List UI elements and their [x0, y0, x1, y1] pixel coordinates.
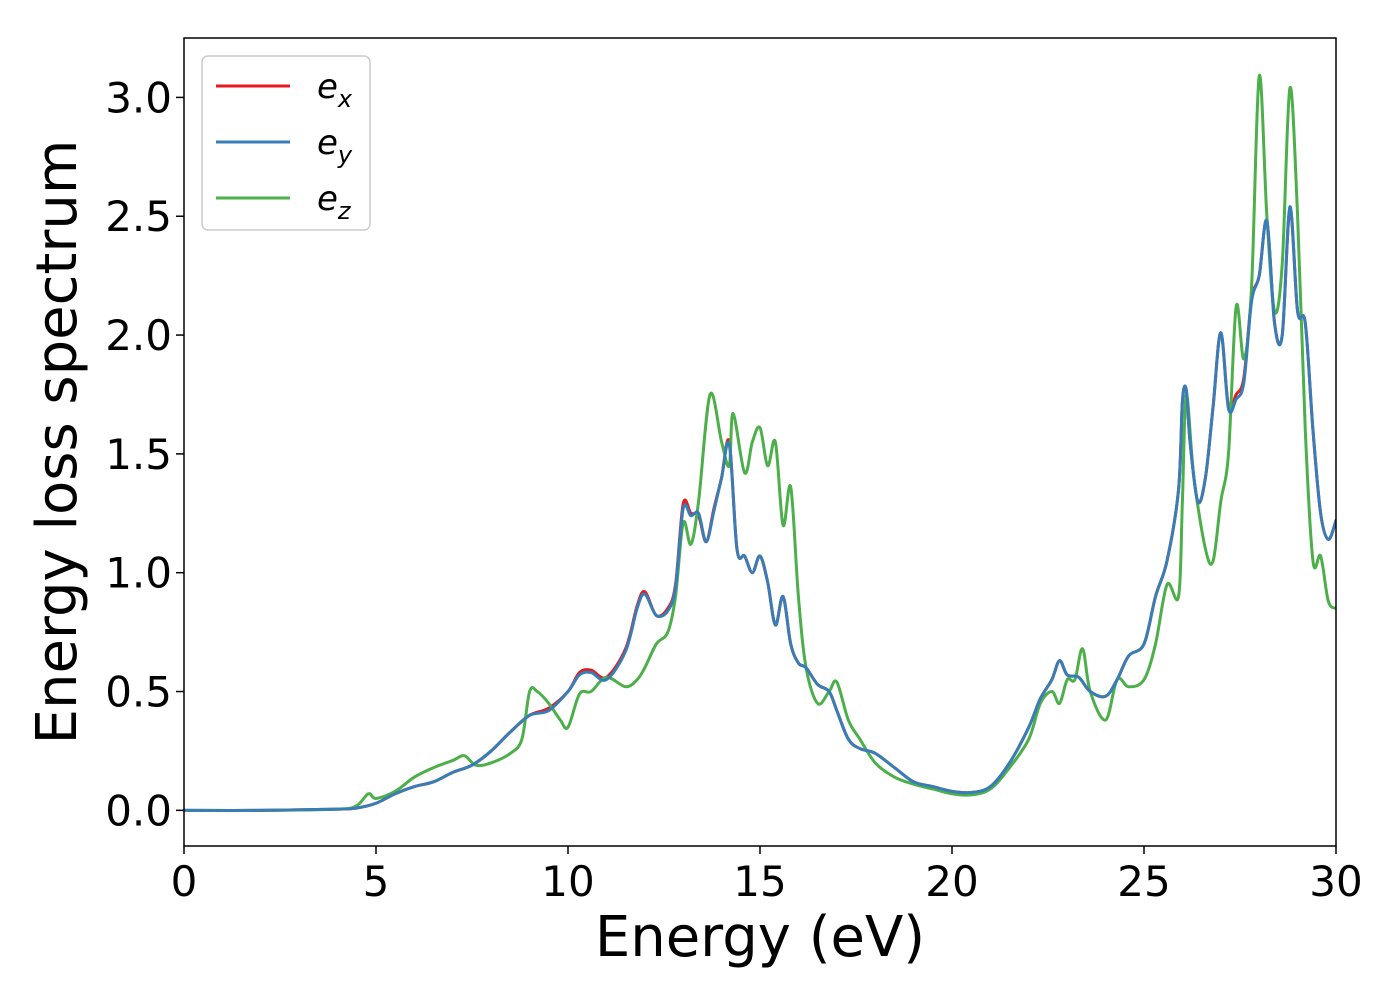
series-lines: [184, 73, 1336, 812]
series-line-e-z: [184, 73, 1336, 812]
y-tick-label: 1.0: [105, 549, 172, 598]
y-axis-title: Energy loss spectrum: [25, 140, 90, 745]
series-line-e-y: [184, 205, 1336, 812]
x-axis: 0 5 10 15 20 25 30: [171, 846, 1363, 906]
x-tick-label: 15: [733, 857, 786, 906]
legend-label-e-x: ex: [317, 67, 353, 113]
x-tick-label: 5: [363, 857, 390, 906]
x-axis-title: Energy (eV): [595, 905, 925, 970]
y-tick-label: 0.0: [105, 786, 172, 835]
x-tick-label: 10: [541, 857, 594, 906]
x-tick-label: 25: [1117, 857, 1170, 906]
series-line-e-x: [184, 207, 1336, 812]
legend-label-e-y: ey: [317, 123, 353, 169]
y-tick-label: 2.5: [105, 192, 172, 241]
y-tick-label: 1.5: [105, 430, 172, 479]
y-tick-label: 2.0: [105, 311, 172, 360]
y-tick-label: 3.0: [105, 73, 172, 122]
x-tick-label: 0: [171, 857, 198, 906]
legend-label-e-z: ez: [317, 179, 352, 225]
x-tick-label: 20: [925, 857, 978, 906]
y-axis: 0.0 0.5 1.0 1.5 2.0 2.5 3.0: [105, 73, 184, 835]
y-tick-label: 0.5: [105, 668, 172, 717]
x-tick-label: 30: [1309, 857, 1362, 906]
legend: ex ey ez: [201, 55, 371, 231]
